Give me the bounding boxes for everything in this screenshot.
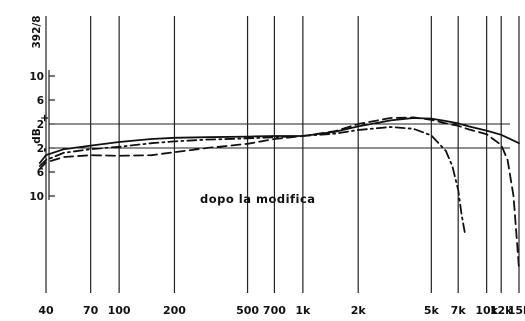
vertical-gridlines — [45, 16, 520, 293]
x-tick-label-15k: 15k — [508, 304, 525, 317]
x-tick-label-5k: 5k — [424, 304, 440, 317]
x-tick-label-1k: 1k — [295, 304, 311, 317]
y-tick-label: 2 — [37, 143, 44, 155]
y-tick-label: 6 — [37, 95, 44, 107]
series-group — [38, 116, 520, 269]
y-plus-sign: + — [39, 114, 51, 123]
series-line-dash-dot — [38, 126, 466, 233]
x-tick-label-200: 200 — [163, 304, 186, 317]
y-tick-label: 6 — [37, 167, 44, 179]
x-tick-label-10k: 10k — [475, 304, 498, 317]
y-axis-label: dB — [31, 128, 43, 144]
x-tick-label-12k: 12k — [490, 304, 513, 317]
annotation-label: dopo la modifica — [200, 192, 316, 206]
x-tick-label-7k: 7k — [451, 304, 467, 317]
y-minus-sign: - — [39, 148, 51, 152]
x-tick-label-500: 500 — [236, 304, 259, 317]
x-tick-label-70: 70 — [83, 304, 99, 317]
x-tick-label-40: 40 — [38, 304, 54, 317]
x-tick-label-700: 700 — [263, 304, 286, 317]
series-line-dashed — [38, 116, 520, 269]
y-tick-label: 2 — [37, 119, 44, 131]
x-tick-label-100: 100 — [108, 304, 131, 317]
y-tick-label: 10 — [29, 71, 44, 83]
y-tick-label: 10 — [29, 191, 44, 203]
reference-lines — [49, 123, 510, 149]
corner-label: 392/8 — [31, 15, 43, 48]
x-tick-label-2k: 2k — [351, 304, 367, 317]
x-tick-labels: 40 70 100 200 500 700 1k 2k 5k 7k 10k12k15k — [38, 304, 525, 317]
y-tick-labels: 10 6 2 2 6 10 — [29, 71, 55, 203]
